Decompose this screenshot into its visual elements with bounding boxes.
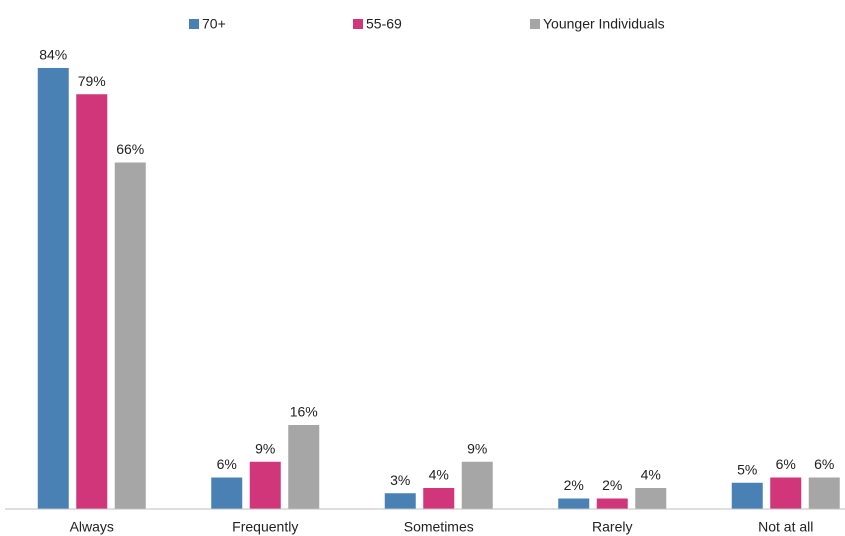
legend-label: Younger Individuals — [543, 16, 665, 32]
bar — [211, 477, 243, 509]
bar — [114, 162, 146, 509]
data-label: 5% — [737, 461, 757, 477]
data-label: 66% — [116, 141, 144, 157]
data-label: 9% — [467, 440, 487, 456]
bar — [288, 425, 320, 509]
data-label: 3% — [390, 472, 410, 488]
data-label: 2% — [602, 477, 622, 493]
legend-swatch — [530, 19, 540, 29]
data-label: 84% — [39, 47, 67, 63]
bar — [249, 461, 281, 509]
x-tick-label: Frequently — [232, 519, 298, 535]
x-tick-label: Rarely — [592, 519, 632, 535]
data-label: 6% — [776, 456, 796, 472]
legend-swatch — [353, 19, 363, 29]
legend-swatch — [189, 19, 199, 29]
bar — [384, 493, 416, 509]
data-label: 9% — [255, 440, 275, 456]
bar — [596, 498, 628, 509]
bar — [37, 68, 69, 509]
data-label: 16% — [290, 404, 318, 420]
data-label: 4% — [641, 467, 661, 483]
x-tick-label: Always — [70, 519, 114, 535]
bar — [635, 488, 667, 509]
legend-label: 55-69 — [366, 16, 402, 32]
data-label: 4% — [429, 467, 449, 483]
bar — [731, 482, 763, 509]
data-label: 6% — [217, 456, 237, 472]
bar — [770, 477, 802, 509]
data-label: 2% — [564, 477, 584, 493]
bar — [76, 94, 108, 509]
data-label: 6% — [814, 456, 834, 472]
bar — [423, 488, 455, 509]
legend-label: 70+ — [202, 16, 226, 32]
x-tick-label: Sometimes — [404, 519, 474, 535]
bar — [808, 477, 840, 509]
data-label: 79% — [78, 73, 106, 89]
x-tick-label: Not at all — [758, 519, 813, 535]
bar — [461, 461, 493, 509]
bar — [558, 498, 590, 509]
